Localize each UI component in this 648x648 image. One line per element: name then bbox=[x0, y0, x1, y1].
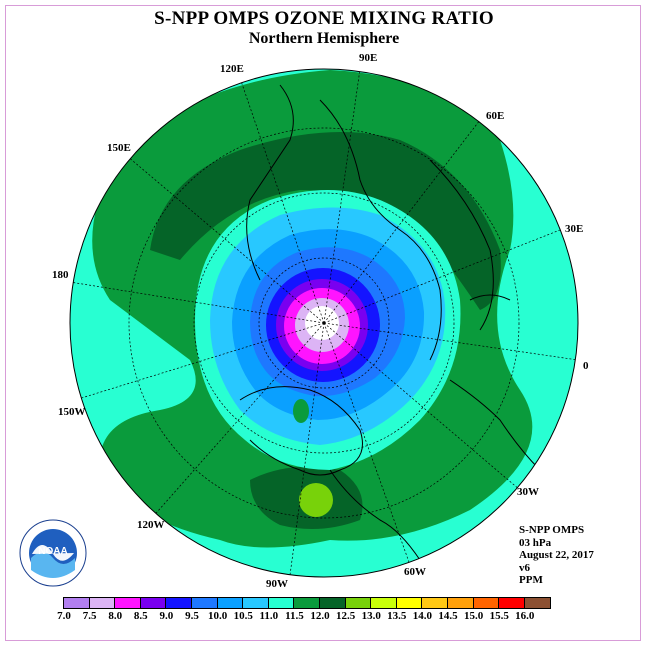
colorbar-tick-label: 11.5 bbox=[285, 610, 304, 622]
lon-label-180: 180 bbox=[52, 269, 69, 281]
coastlines bbox=[239, 84, 541, 561]
colorbar-tick-label: 7.0 bbox=[57, 610, 71, 622]
colorbar-tick-label: 14.0 bbox=[412, 610, 433, 622]
lon-label-150w: 150W bbox=[58, 406, 86, 418]
lon-label-30w: 30W bbox=[517, 486, 539, 498]
lon-label-120e: 120E bbox=[220, 63, 244, 75]
colorbar-swatch bbox=[499, 598, 525, 608]
colorbar-swatch bbox=[243, 598, 269, 608]
colorbar-tick-label: 10.5 bbox=[233, 610, 253, 622]
colorbar bbox=[63, 597, 552, 609]
noaa-logo-icon: NOAA bbox=[19, 519, 87, 587]
contour-12-0 bbox=[150, 132, 501, 310]
lon-label-120w: 120W bbox=[137, 519, 165, 531]
graticule bbox=[70, 69, 578, 576]
colorbar-swatch bbox=[319, 598, 346, 608]
colorbar-swatch bbox=[294, 598, 320, 608]
colorbar-swatch bbox=[217, 598, 244, 608]
colorbar-tick-label: 8.5 bbox=[133, 610, 148, 622]
colorbar-tick-label: 10.0 bbox=[207, 610, 228, 622]
info-date: August 22, 2017 bbox=[519, 549, 594, 561]
colorbar-tick-label: 12.0 bbox=[310, 610, 330, 622]
colorbar-tick-label: 12.5 bbox=[335, 610, 356, 622]
map-subtitle: Northern Hemisphere bbox=[248, 30, 400, 47]
colorbar-swatch bbox=[268, 598, 295, 608]
colorbar-swatch bbox=[166, 598, 192, 608]
contour-12-5 bbox=[299, 483, 333, 517]
colorbar-tick-label: 8.0 bbox=[108, 610, 123, 622]
lon-label-30e: 30E bbox=[565, 223, 584, 235]
map-boundary bbox=[69, 68, 579, 578]
colorbar-ticks: 7.0 7.5 8.0 8.5 9.0 9.5 10.0 10.5 11.0 11.5 12.0 12… bbox=[0, 610, 648, 624]
colorbar-swatch bbox=[524, 598, 551, 608]
colorbar-tick-label: 11.0 bbox=[259, 610, 279, 622]
info-version: v6 bbox=[519, 561, 530, 574]
logo-wordmark: NOAA bbox=[38, 546, 67, 557]
colorbar-tick-label: 14.5 bbox=[438, 610, 458, 622]
colorbar-tick-label: 13.5 bbox=[387, 610, 407, 622]
ozone-contours bbox=[70, 69, 578, 577]
colorbar-tick-label: 16.0 bbox=[515, 610, 535, 622]
info-level: 03 hPa bbox=[519, 536, 552, 549]
info-units: PPM bbox=[519, 574, 543, 586]
colorbar-tick-label: 15.0 bbox=[463, 610, 484, 622]
colorbar-tick-label: 7.5 bbox=[82, 610, 97, 622]
lon-label-0: 0 bbox=[583, 360, 589, 372]
colorbar-swatch bbox=[371, 598, 397, 608]
colorbar-tick-label: 9.5 bbox=[185, 610, 199, 622]
colorbar-swatch bbox=[115, 598, 141, 608]
lon-label-90w: 90W bbox=[266, 578, 288, 590]
lon-label-60e: 60E bbox=[486, 110, 505, 122]
info-instrument: S-NPP OMPS bbox=[519, 524, 585, 536]
colorbar-swatch bbox=[140, 598, 167, 608]
contour-11-5-spot bbox=[293, 399, 309, 423]
colorbar-tick-label: 13.0 bbox=[361, 610, 381, 622]
colorbar-swatch bbox=[89, 598, 116, 608]
colorbar-swatch bbox=[191, 598, 218, 608]
colorbar-swatch bbox=[396, 598, 423, 608]
info-block: S-NPP OMPS 03 hPa August 22, 2017 v6 PPM bbox=[519, 524, 594, 587]
colorbar-swatch bbox=[422, 598, 448, 608]
lon-label-60w: 60W bbox=[404, 566, 426, 578]
colorbar-swatch bbox=[345, 598, 372, 608]
colorbar-swatch bbox=[473, 598, 500, 608]
colorbar-swatch bbox=[64, 598, 90, 608]
colorbar-swatch bbox=[447, 598, 474, 608]
figure-frame bbox=[5, 5, 641, 641]
colorbar-tick-label: 9.0 bbox=[159, 610, 174, 622]
colorbar-tick-label: 15.5 bbox=[489, 610, 509, 622]
lon-label-150e: 150E bbox=[107, 142, 131, 154]
lon-label-90e: 90E bbox=[359, 52, 378, 64]
map-title: S-NPP OMPS OZONE MIXING RATIO bbox=[154, 8, 494, 29]
